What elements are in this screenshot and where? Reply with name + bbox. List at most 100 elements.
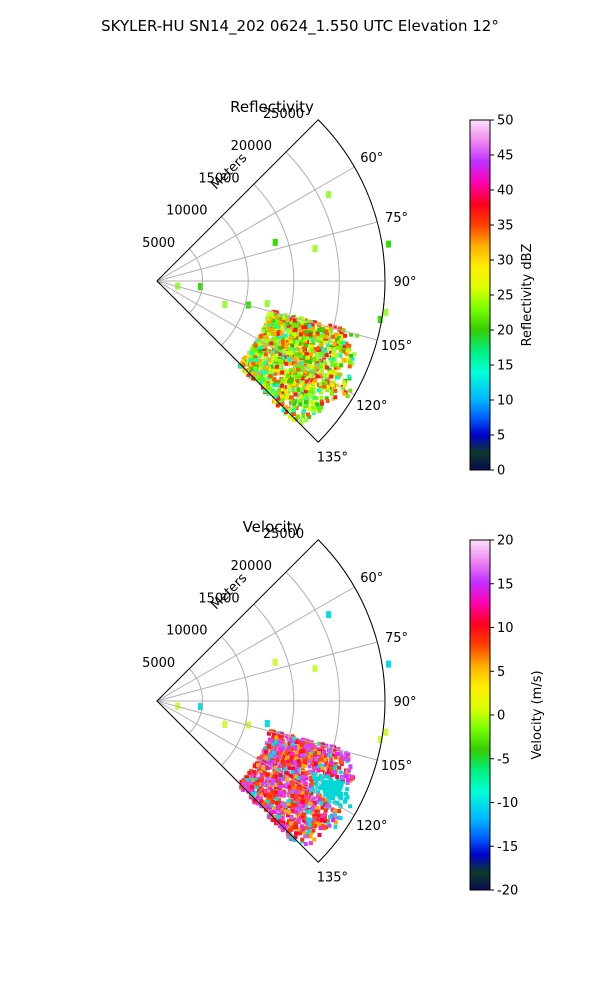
colorbar-tick-label: 15 <box>497 359 514 374</box>
echo-pixel <box>262 802 267 807</box>
echo-spot <box>386 240 391 248</box>
echo-pixel <box>284 345 288 349</box>
echo-pixel <box>299 777 304 782</box>
echo-pixel <box>303 369 308 374</box>
echo-pixel <box>267 331 272 336</box>
echo-pixel <box>241 782 246 787</box>
echo-pixel <box>328 784 333 789</box>
echo-pixel <box>279 736 284 741</box>
echo-pixel <box>317 760 322 765</box>
echo-pixel <box>256 793 261 798</box>
echo-pixel <box>310 743 315 748</box>
echo-pixel <box>317 750 321 755</box>
echo-pixel <box>297 388 302 392</box>
echo-pixel <box>286 802 291 806</box>
echo-pixel <box>317 345 321 350</box>
echo-pixel <box>346 757 351 762</box>
echo-pixel <box>241 363 246 368</box>
echo-pixel <box>349 353 354 358</box>
colorbar-tick-label: 30 <box>497 254 514 269</box>
echo-pixel <box>319 764 324 769</box>
echo-pixel <box>343 771 348 776</box>
echo-pixel <box>281 349 286 354</box>
echo-pixel <box>302 818 307 823</box>
reflectivity-title: Reflectivity <box>230 98 314 116</box>
echo-pixel <box>319 757 324 761</box>
reflectivity-colorbar-bar <box>469 119 491 471</box>
echo-pixel <box>271 735 276 740</box>
echo-pixel <box>316 338 321 343</box>
azimuth-spoke <box>156 166 355 282</box>
echo-pixel <box>294 823 298 828</box>
echo-pixel <box>322 815 327 820</box>
echo-pixel <box>285 369 290 374</box>
echo-pixel <box>307 332 312 337</box>
echo-pixel <box>274 797 279 801</box>
echo-pixel <box>311 823 316 828</box>
echo-pixel <box>291 738 296 743</box>
echo-pixel <box>338 760 343 765</box>
velocity-polar-plot: 5000 10000 15000 20000 25000 60° 75° 90° 105° 120… <box>142 527 416 886</box>
echo-pixel <box>307 324 312 329</box>
echo-pixel <box>288 407 292 412</box>
echo-pixel <box>347 374 352 379</box>
echo-pixel <box>285 350 290 355</box>
echo-pixel <box>301 349 306 354</box>
echo-pixel <box>278 819 283 823</box>
colorbar-tick-label: -10 <box>497 796 518 811</box>
echo-pixel <box>327 823 332 828</box>
echo-pixel <box>288 326 293 331</box>
echo-pixel <box>293 754 298 759</box>
echo-pixel <box>265 774 270 779</box>
echo-pixel <box>337 809 342 814</box>
echo-pixel <box>267 794 272 799</box>
echo-pixel <box>272 810 277 814</box>
echo-pixel <box>302 764 307 769</box>
echo-pixel <box>276 814 281 819</box>
echo-pixel <box>282 777 287 782</box>
echo-pixel <box>309 344 314 349</box>
echo-pixel <box>259 375 264 380</box>
echo-pixel <box>278 364 283 368</box>
echo-pixel <box>323 808 328 813</box>
echo-pixel <box>251 373 256 378</box>
echo-pixel <box>299 753 304 758</box>
echo-pixel <box>280 815 285 820</box>
echo-pixel <box>335 375 339 380</box>
echo-pixel <box>271 742 276 747</box>
echo-pixel <box>322 384 327 389</box>
echo-pixel <box>343 333 348 338</box>
echo-pixel <box>288 748 293 753</box>
echo-pixel <box>280 324 285 329</box>
echo-pixel <box>267 323 272 327</box>
echo-pixel <box>281 810 286 815</box>
echo-pixel <box>253 343 258 348</box>
echo-pixel <box>328 748 332 753</box>
echo-pixel <box>335 815 340 820</box>
echo-pixel <box>269 392 274 396</box>
echo-pixel <box>273 345 278 350</box>
echo-pixel <box>271 774 276 779</box>
echo-pixel <box>322 826 326 831</box>
echo-pixel <box>338 779 343 784</box>
echo-pixel <box>324 365 329 370</box>
echo-pixel <box>247 780 252 785</box>
echo-pixel <box>294 825 298 830</box>
echo-pixel <box>305 810 310 815</box>
echo-pixel <box>332 782 337 787</box>
echo-pixel <box>271 382 276 387</box>
echo-pixel <box>296 759 301 764</box>
echo-pixel <box>333 812 338 817</box>
echo-pixel <box>272 332 277 337</box>
echo-pixel <box>284 409 288 414</box>
echo-pixel <box>328 339 333 344</box>
echo-pixel <box>307 375 312 380</box>
echo-pixel <box>326 794 331 799</box>
echo-pixel <box>334 764 339 769</box>
echo-pixel <box>342 383 347 388</box>
echo-pixel <box>313 766 318 771</box>
echo-pixel <box>281 793 286 798</box>
echo-pixel <box>257 362 262 367</box>
echo-pixel <box>241 779 246 784</box>
echo-pixel <box>283 315 287 320</box>
